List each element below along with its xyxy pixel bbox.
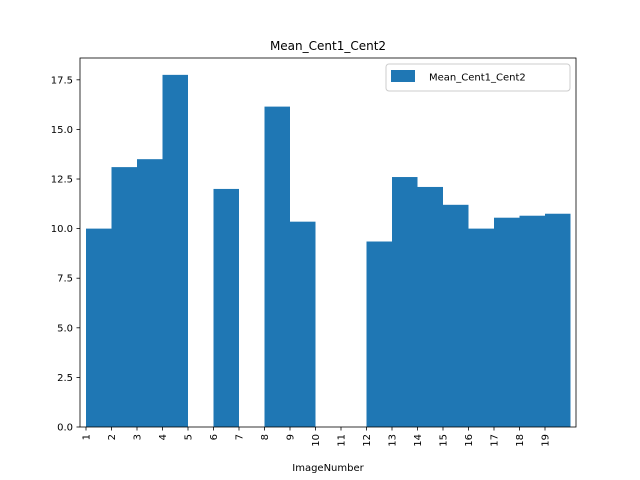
y-tick-label: 15.0 xyxy=(51,125,73,136)
legend-label: Mean_Cent1_Cent2 xyxy=(429,73,526,84)
x-tick-label: 16 xyxy=(464,434,475,447)
y-tick-label: 17.5 xyxy=(51,75,73,86)
x-tick-label: 8 xyxy=(260,434,271,440)
bar-12 xyxy=(366,241,392,427)
bar-2 xyxy=(111,167,137,427)
x-tick-label: 1 xyxy=(82,434,93,440)
x-tick-label: 17 xyxy=(490,434,501,447)
bar-1 xyxy=(86,228,112,427)
bar-9 xyxy=(290,221,316,427)
axes-group: 0.02.55.07.510.012.515.017.51 2 3 4 5 6 7 8 9 10 1… xyxy=(51,57,577,447)
bar-8 xyxy=(264,106,290,428)
bar-6 xyxy=(213,188,239,427)
bar-15 xyxy=(443,204,469,427)
x-tick-label: 12 xyxy=(362,434,373,447)
bar-19 xyxy=(545,213,571,427)
x-tick-label: 11 xyxy=(337,434,348,447)
x-tick-label: 6 xyxy=(209,434,220,440)
x-tick-label: 3 xyxy=(133,434,144,440)
x-tick-label: 19 xyxy=(541,434,552,447)
x-tick-label: 5 xyxy=(184,434,195,440)
chart-title: Mean_Cent1_Cent2 xyxy=(270,39,386,53)
x-tick-label: 18 xyxy=(515,434,526,447)
y-tick-label: 10.0 xyxy=(51,224,73,235)
legend-frame xyxy=(385,63,571,92)
y-tick-label: 0.0 xyxy=(57,423,73,434)
x-tick-label: 15 xyxy=(439,434,450,447)
x-tick-label: 13 xyxy=(388,434,399,447)
x-tick-label: 9 xyxy=(286,434,297,440)
y-tick-label: 2.5 xyxy=(57,373,73,384)
x-tick-label: 14 xyxy=(413,434,424,447)
x-tick-label: 7 xyxy=(235,434,246,440)
bar-4 xyxy=(162,74,188,427)
bar-13 xyxy=(392,177,418,427)
legend-swatch xyxy=(391,70,415,82)
bar-16 xyxy=(468,228,494,427)
x-tick-label: 2 xyxy=(107,434,118,440)
plot-frame xyxy=(79,57,577,428)
bar-3 xyxy=(137,159,163,427)
y-tick-label: 5.0 xyxy=(57,323,73,334)
x-tick-label: 4 xyxy=(158,434,169,440)
y-tick-label: 12.5 xyxy=(51,175,73,186)
bar-17 xyxy=(494,217,520,427)
y-tick-label: 7.5 xyxy=(57,274,73,285)
legend: Mean_Cent1_Cent2 xyxy=(385,63,571,92)
bar-18 xyxy=(519,215,545,427)
bars-group xyxy=(86,74,571,428)
x-axis-label: ImageNumber xyxy=(292,463,364,474)
bar-14 xyxy=(417,186,443,427)
x-tick-label: 10 xyxy=(311,434,322,447)
